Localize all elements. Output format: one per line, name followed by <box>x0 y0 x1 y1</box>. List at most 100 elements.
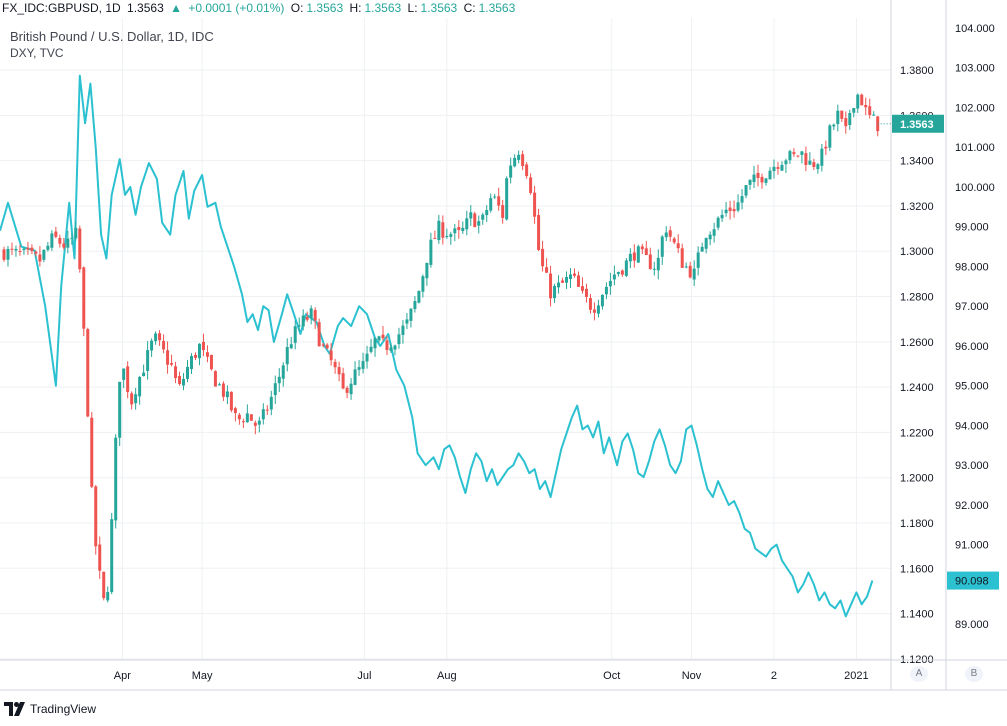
candle-up <box>800 151 804 155</box>
candle-down <box>265 409 269 411</box>
auto-scale-button[interactable]: A <box>910 666 928 682</box>
candle-up <box>118 381 122 438</box>
candle-down <box>561 280 565 283</box>
candle-up <box>608 280 612 287</box>
candle-down <box>776 167 780 169</box>
candle-down <box>864 104 868 108</box>
candle-down <box>193 354 197 358</box>
candle-down <box>672 238 676 243</box>
tradingview-logo[interactable]: TradingView <box>4 700 96 718</box>
candle-down <box>170 363 174 365</box>
candle-up <box>772 166 776 172</box>
candle-down <box>158 333 162 341</box>
y-tick-label-right: 91.000 <box>955 540 989 552</box>
symbol-label[interactable]: FX_IDC:GBPUSD, 1D <box>2 1 121 15</box>
candle-up <box>293 326 297 343</box>
candle-down <box>333 361 337 368</box>
candle-down <box>572 273 576 276</box>
candle-down <box>760 176 764 183</box>
candle-down <box>588 298 592 310</box>
candle-up <box>485 209 489 216</box>
candle-up <box>764 178 768 183</box>
candle-down <box>317 322 321 347</box>
y-tick-label-right: 96.000 <box>955 341 989 353</box>
x-tick-label: 2 <box>771 670 777 682</box>
x-tick-label: Apr <box>114 670 131 682</box>
y-tick-label-left: 1.1400 <box>900 609 934 621</box>
candle-up <box>493 196 497 198</box>
candle-up <box>110 519 114 593</box>
candle-down <box>205 352 209 357</box>
x-tick-label: Aug <box>437 670 457 682</box>
candle-up <box>736 202 740 211</box>
candle-down <box>54 231 58 237</box>
candle-up <box>748 179 752 185</box>
candle-up <box>708 234 712 240</box>
open-value: 1.3563 <box>306 1 344 15</box>
candle-down <box>162 340 166 350</box>
candle-up <box>14 248 18 251</box>
y-tick-label-right: 94.000 <box>955 420 989 432</box>
candle-up <box>517 154 521 160</box>
candle-down <box>213 371 217 387</box>
candle-down <box>860 94 864 106</box>
candle-down <box>102 571 106 599</box>
candle-down <box>756 172 760 179</box>
candle-down <box>130 393 134 405</box>
price-change: +0.0001 (+0.01%) <box>188 1 285 15</box>
candle-down <box>592 309 596 313</box>
candle-up <box>469 212 473 219</box>
candle-up <box>692 268 696 280</box>
candle-down <box>94 486 98 547</box>
grid-lines <box>0 18 891 660</box>
candle-up <box>453 228 457 234</box>
candle-down <box>537 215 541 250</box>
candle-down <box>126 366 130 393</box>
y-tick-label-right: 104.000 <box>955 23 995 35</box>
candle-up <box>289 344 293 349</box>
candle-up <box>768 170 772 180</box>
candle-down <box>525 164 529 177</box>
candle-down <box>345 387 349 393</box>
candle-down <box>844 118 848 127</box>
candle-down <box>385 340 389 351</box>
candle-down <box>529 177 533 193</box>
candle-down <box>584 288 588 297</box>
y-tick-label-right: 92.000 <box>955 500 989 512</box>
scale-b-button[interactable]: B <box>965 666 983 682</box>
candle-up <box>273 383 277 396</box>
open-label: O: <box>290 1 304 15</box>
close-value: 1.3563 <box>478 1 516 15</box>
candle-up <box>46 245 50 250</box>
candle-up <box>413 301 417 310</box>
candle-up <box>505 178 509 220</box>
candle-down <box>545 267 549 273</box>
candle-up <box>856 94 860 109</box>
low-value: 1.3563 <box>420 1 458 15</box>
candle-up <box>553 285 557 299</box>
candle-up <box>22 248 26 251</box>
candle-down <box>82 267 86 329</box>
candle-down <box>441 222 445 238</box>
candle-down <box>78 228 82 270</box>
y-tick-label-left: 1.2000 <box>900 473 934 485</box>
candle-up <box>445 235 449 237</box>
candle-up <box>489 198 493 211</box>
candle-down <box>680 248 684 268</box>
candle-down <box>98 544 102 571</box>
candle-down <box>457 226 461 231</box>
overlay-series-legend[interactable]: DXY, TVC <box>10 46 64 60</box>
candle-down <box>804 153 808 165</box>
candle-up <box>744 185 748 196</box>
candle-up <box>513 157 517 167</box>
candle-up <box>425 262 429 279</box>
candle-up <box>70 237 74 239</box>
candle-up <box>122 368 126 380</box>
candle-down <box>313 310 317 321</box>
candle-down <box>221 383 225 397</box>
candle-down <box>229 391 233 411</box>
candle-up <box>429 239 433 265</box>
main-series-legend[interactable]: British Pound / U.S. Dollar, 1D, IDC <box>10 29 214 44</box>
candle-up <box>225 391 229 398</box>
